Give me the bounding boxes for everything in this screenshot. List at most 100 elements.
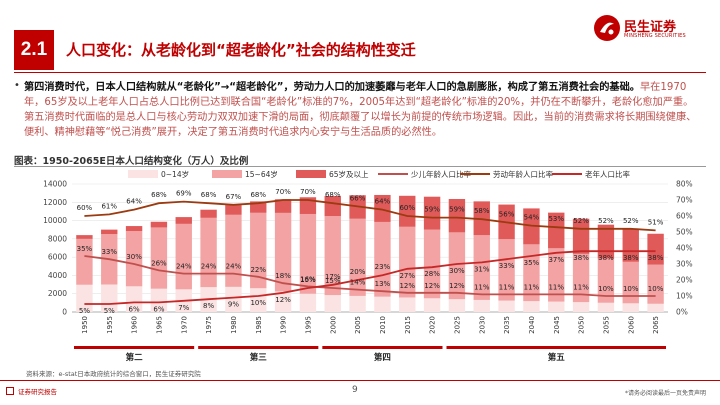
data-label: 22% <box>250 266 266 274</box>
era-bar <box>322 346 443 349</box>
era-label: 第五 <box>548 352 566 363</box>
x-tick-label: 1960 <box>131 316 139 334</box>
legend-swatch <box>212 170 242 178</box>
brand-name: 民生证券 <box>624 20 677 35</box>
era-label: 第二 <box>126 352 144 363</box>
data-label: 20% <box>350 268 366 276</box>
bar-age-15-64 <box>250 212 267 289</box>
data-label: 56% <box>499 210 515 218</box>
bar-age-65-plus <box>76 235 93 239</box>
legend-label: 劳动年龄人口比率 <box>493 169 553 179</box>
bar-age-65-plus <box>175 217 192 224</box>
brand-logo: 民生证券 MINSHENG SECURITIES <box>594 14 712 44</box>
bar-age-0-14 <box>225 286 242 312</box>
bar-age-15-64 <box>374 221 391 297</box>
x-tick-label: 2000 <box>329 316 337 334</box>
data-label: 67% <box>226 193 242 201</box>
era-bar <box>74 346 195 349</box>
bar-age-15-64 <box>548 248 565 302</box>
bar-age-15-64 <box>200 217 217 288</box>
x-tick-label: 1955 <box>106 316 114 334</box>
footer-label: 证券研究报告 <box>18 388 57 396</box>
data-label: 64% <box>375 198 391 206</box>
x-tick-label: 1985 <box>255 316 263 334</box>
bar-age-65-plus <box>423 196 441 230</box>
bar-age-65-plus <box>200 209 217 218</box>
data-label: 13% <box>375 280 391 288</box>
page-number: 9 <box>352 385 358 395</box>
data-label: 12% <box>449 282 465 290</box>
bar-age-15-64 <box>647 264 664 304</box>
data-label: 60% <box>399 204 415 212</box>
x-tick-label: 2065 <box>652 316 660 334</box>
bar-age-0-14 <box>349 295 366 312</box>
bar-age-15-64 <box>225 214 242 287</box>
y-left-tick-label: 2000 <box>48 289 67 298</box>
x-tick-label: 2060 <box>627 316 635 334</box>
data-label: 52% <box>573 217 589 225</box>
data-label: 15% <box>325 277 341 285</box>
data-label: 37% <box>548 256 564 264</box>
data-label: 11% <box>499 283 515 291</box>
bar-age-0-14 <box>374 296 391 312</box>
bar-age-65-plus <box>597 224 615 259</box>
y-right-tick-label: 0% <box>676 308 688 317</box>
legend-label: 老年人口比率 <box>585 169 630 179</box>
y-right-tick-label: 40% <box>676 244 693 253</box>
bar-age-15-64 <box>76 238 93 285</box>
bar-age-65-plus <box>548 212 565 249</box>
x-tick-label: 2005 <box>354 316 362 334</box>
bar-age-15-64 <box>175 223 192 290</box>
data-label: 24% <box>226 263 242 271</box>
y-right-tick-label: 20% <box>676 276 693 285</box>
data-label: 59% <box>424 206 440 214</box>
data-label: 12% <box>424 282 440 290</box>
section-number: 2.1 <box>14 30 54 70</box>
data-label: 68% <box>201 191 217 199</box>
bar-age-0-14 <box>548 301 565 312</box>
bar-age-65-plus <box>125 226 143 231</box>
x-tick-label: 2010 <box>379 316 387 334</box>
bar-age-65-plus <box>324 195 341 217</box>
data-label: 30% <box>449 267 465 275</box>
brand-name-en: MINSHENG SECURITIES <box>624 33 686 39</box>
bar-age-65-plus <box>250 201 267 213</box>
bar-age-0-14 <box>498 300 515 312</box>
x-tick-label: 1975 <box>205 316 213 334</box>
data-label: 68% <box>151 191 167 199</box>
y-right-tick-label: 60% <box>676 212 693 221</box>
bar-age-0-14 <box>448 299 466 312</box>
legend-swatch <box>296 170 326 178</box>
data-label: 18% <box>275 272 291 280</box>
bar-age-65-plus <box>448 198 466 233</box>
figure-caption: 图表：1950-2065E日本人口结构变化（万人）及比例 <box>14 156 249 167</box>
bar-age-65-plus <box>101 229 118 235</box>
data-label: 60% <box>77 204 93 212</box>
bar-age-15-64 <box>523 244 540 302</box>
data-label: 64% <box>126 198 142 206</box>
page-title: 人口变化：从老龄化到“超老龄化”社会的结构性变迁 <box>66 41 416 59</box>
x-tick-label: 2030 <box>478 316 486 334</box>
legend-swatch <box>128 170 158 178</box>
data-label: 38% <box>598 254 614 262</box>
data-label: 11% <box>548 283 564 291</box>
bar-age-0-14 <box>150 288 168 312</box>
y-left-tick-label: 0 <box>62 308 67 317</box>
summary-paragraph: 第四消费时代，日本人口结构就从“老龄化”→“超老龄化”，劳动力人口的加速萎靡与老… <box>24 80 702 140</box>
caption-divider <box>14 166 706 167</box>
data-label: 69% <box>176 190 192 198</box>
bar-age-15-64 <box>324 216 341 296</box>
summary-rest: 早在1970年，65岁及以上老年人口占总人口比例已达到联合国“老龄化”标准的7%… <box>24 82 697 138</box>
bar-age-65-plus <box>473 201 490 236</box>
data-label: 58% <box>474 207 490 215</box>
x-tick-label: 1970 <box>180 316 188 334</box>
bar-age-0-14 <box>299 293 317 312</box>
bar-age-15-64 <box>498 239 515 301</box>
x-tick-label: 2025 <box>453 316 461 334</box>
y-left-tick-label: 14000 <box>43 180 67 189</box>
bar-age-0-14 <box>647 303 664 312</box>
bar-age-0-14 <box>523 301 540 312</box>
data-label: 35% <box>524 259 540 267</box>
bar-age-0-14 <box>76 284 93 312</box>
